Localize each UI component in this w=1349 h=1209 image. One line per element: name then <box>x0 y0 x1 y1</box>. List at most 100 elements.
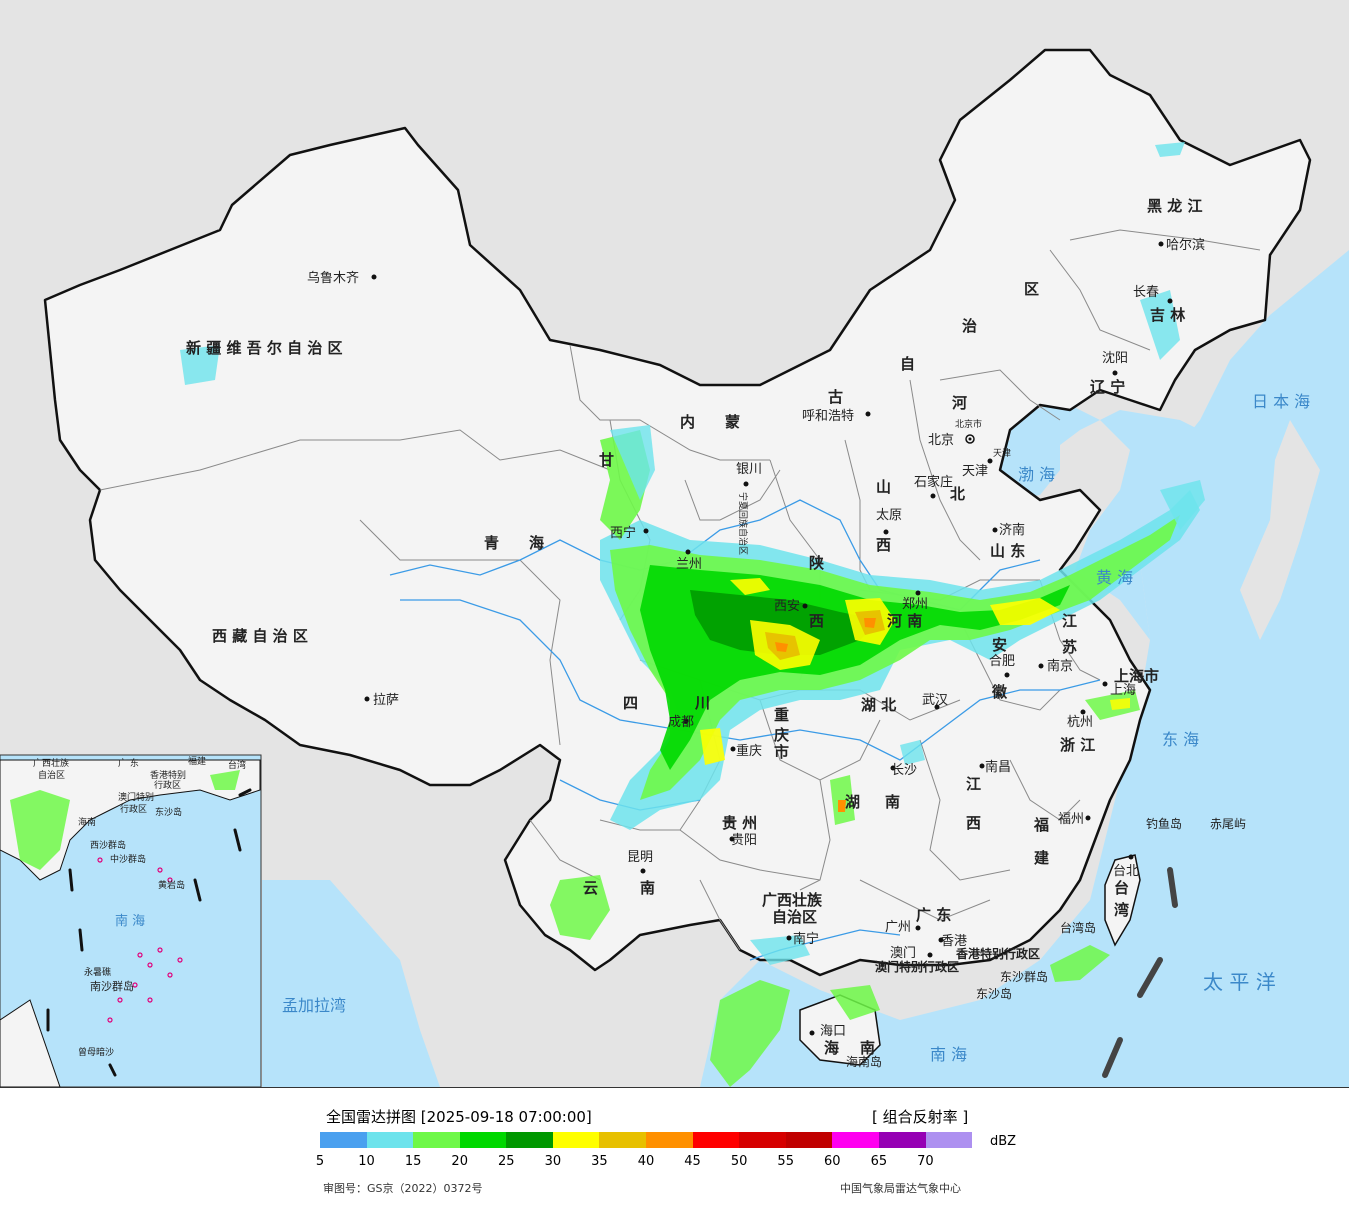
scale-tick-label: 45 <box>684 1154 701 1169</box>
legend-title: 全国雷达拼图 [2025-09-18 07:00:00] <box>326 1108 592 1126</box>
label-hainan-2: 南 <box>860 1039 875 1057</box>
label-tianjin-shi: 天津 <box>993 448 1011 459</box>
label-chongqing-2: 庆 <box>774 726 789 744</box>
color-swatch <box>506 1132 553 1148</box>
color-swatch <box>878 1132 926 1148</box>
scale-tick-label: 30 <box>544 1154 562 1169</box>
inset-label-zhongsha: 中沙群岛 <box>110 853 146 865</box>
color-scale-bar <box>320 1132 973 1148</box>
city-hohhot: 呼和浩特 <box>802 409 854 424</box>
city-kunming: 昆明 <box>627 850 653 865</box>
label-xizang: 西 藏 自 治 区 <box>212 627 308 645</box>
city-beijing: 北京 <box>928 433 954 448</box>
sea-pacific: 太 平 洋 <box>1203 970 1276 994</box>
label-hainan-1: 海 <box>824 1039 839 1057</box>
color-swatch <box>552 1132 600 1148</box>
label-ningxia: 宁夏回族自治区 <box>737 492 749 555</box>
legend-panel: 全国雷达拼图 [2025-09-18 07:00:00] [ 组合反射率 ] d… <box>0 1087 1349 1209</box>
inset-label-fujian: 福建 <box>188 755 206 767</box>
inset-label-macau-2: 行政区 <box>120 803 147 815</box>
city-hongkong: 香港 <box>941 934 967 949</box>
label-yunnan-2: 南 <box>640 879 655 897</box>
scale-tick-label: 55 <box>777 1154 794 1169</box>
scale-tick-label: 50 <box>730 1154 748 1169</box>
city-macau: 澳门 <box>890 945 916 961</box>
label-heilongjiang: 黑 龙 江 <box>1147 197 1202 215</box>
japan-land <box>1240 420 1320 640</box>
radar-echoes <box>180 142 1205 1087</box>
city-taiyuan: 太原 <box>876 508 902 523</box>
inset-label-nanhai: 南 海 <box>115 913 145 929</box>
inset-label-guangxi-2: 自治区 <box>38 769 65 781</box>
label-guizhou: 贵 州 <box>722 814 757 832</box>
label-hk-sar: 香港特别行政区 <box>955 946 1040 961</box>
color-swatch <box>832 1132 879 1148</box>
island-taiwan: 台湾岛 <box>1060 920 1096 935</box>
label-jiangsu-1: 江 <box>1062 612 1077 630</box>
city-harbin: 哈尔滨 <box>1166 237 1205 253</box>
inset-label-nansha: 南沙群岛 <box>90 979 134 993</box>
city-yinchuan: 银川 <box>736 462 762 477</box>
city-lhasa: 拉萨 <box>373 693 399 708</box>
island-dongsha: 东沙岛 <box>976 986 1012 1001</box>
label-macau-sar: 澳门特别行政区 <box>875 959 959 974</box>
sea-bengal: 孟加拉湾 <box>282 996 346 1015</box>
label-anhui-1: 安 <box>992 636 1007 654</box>
scale-tick-label: 10 <box>358 1154 375 1169</box>
pacific-sea <box>700 250 1349 1087</box>
scale-tick-label: 65 <box>870 1154 888 1169</box>
label-sichuan-2: 川 <box>694 694 710 712</box>
label-henan: 河 南 <box>887 612 922 630</box>
label-taiwan-1: 台 <box>1114 879 1129 897</box>
scale-tick-label: 5 <box>315 1154 325 1169</box>
label-jiangsu-2: 苏 <box>1062 638 1077 656</box>
scale-tick-label: 20 <box>451 1154 468 1169</box>
label-fujian-2: 建 <box>1034 849 1050 867</box>
city-xining: 西宁 <box>610 525 636 541</box>
city-nanchang: 南昌 <box>985 759 1011 775</box>
sea-yellow: 黄 海 <box>1096 568 1133 587</box>
color-swatch <box>366 1132 414 1148</box>
color-swatch <box>646 1132 693 1148</box>
island-hainan: 海南岛 <box>846 1054 882 1069</box>
color-swatch <box>413 1132 460 1148</box>
scale-tick-label: 25 <box>498 1154 515 1169</box>
city-tianjin: 天津 <box>962 464 988 479</box>
label-shanxi-2: 西 <box>876 536 891 554</box>
scale-tick-label: 15 <box>404 1154 422 1169</box>
label-shanghai: 上海市 <box>1114 667 1159 685</box>
label-jiangxi-2: 西 <box>966 814 981 832</box>
inset-label-taiwan: 台湾 <box>228 759 246 771</box>
label-shaanxi-1: 陕 <box>809 554 824 572</box>
label-hebei-2: 北 <box>950 485 965 503</box>
inset-label-zengmu: 曾母暗沙 <box>78 1046 114 1058</box>
sea-south: 南 海 <box>930 1045 967 1064</box>
city-nanning: 南宁 <box>793 931 819 947</box>
label-fujian-1: 福 <box>1033 816 1049 834</box>
label-anhui-2: 徽 <box>991 683 1008 701</box>
label-taiwan-2: 湾 <box>1114 901 1129 919</box>
city-lanzhou: 兰州 <box>676 557 702 572</box>
label-guangxi-2: 自治区 <box>772 908 817 926</box>
city-xian: 西安 <box>774 599 800 614</box>
bay-of-bengal <box>262 880 440 1087</box>
label-guangdong: 广 东 <box>916 906 951 924</box>
sea-east: 东 海 <box>1162 730 1199 749</box>
label-xinjiang: 新 疆 维 吾 尔 自 治 区 <box>186 339 343 357</box>
city-shijiazhuang: 石家庄 <box>914 474 953 490</box>
label-gansu: 甘 <box>599 451 614 469</box>
city-shenyang: 沈阳 <box>1102 351 1128 366</box>
label-hubei: 湖 北 <box>861 696 896 714</box>
scale-tick-label: 40 <box>637 1154 655 1169</box>
color-swatch <box>599 1132 647 1148</box>
china-mainland <box>43 48 1312 977</box>
label-neimeng-1: 内 蒙 <box>680 413 740 431</box>
city-hangzhou: 杭州 <box>1067 715 1093 730</box>
label-zhejiang: 浙 江 <box>1060 736 1095 754</box>
color-swatch <box>692 1132 740 1148</box>
city-chengdu: 成都 <box>668 715 694 730</box>
color-swatch <box>925 1132 973 1148</box>
color-swatch <box>785 1132 833 1148</box>
label-liaoning: 辽 宁 <box>1090 378 1125 396</box>
island-dongsha-group: 东沙群岛 <box>1000 969 1048 984</box>
